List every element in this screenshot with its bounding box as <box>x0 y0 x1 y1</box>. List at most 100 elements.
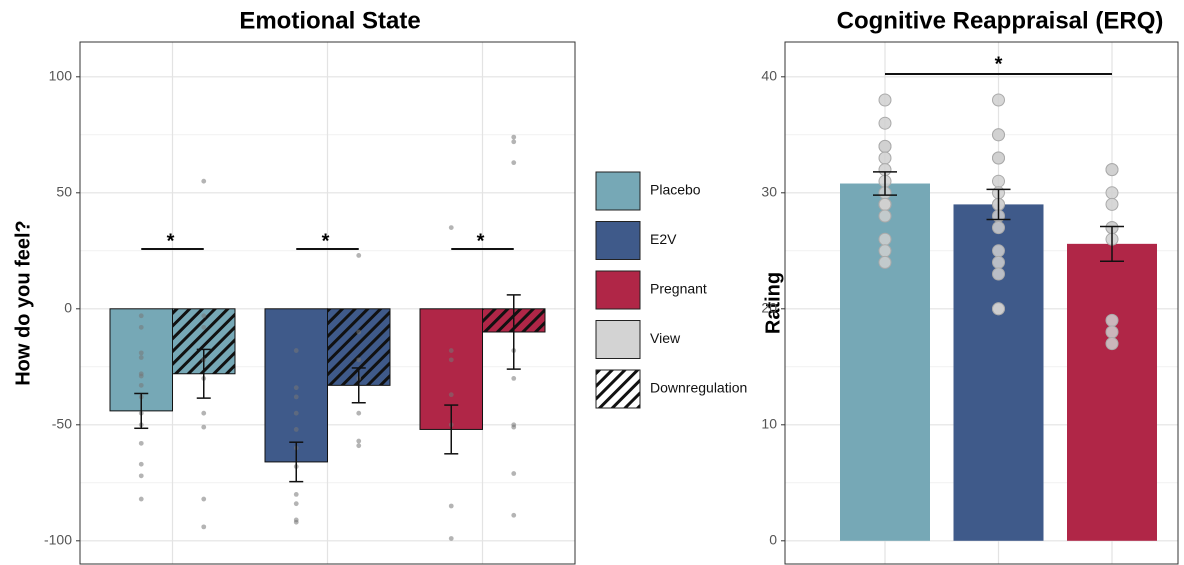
data-point <box>138 350 144 356</box>
data-point <box>293 385 299 391</box>
data-point <box>356 253 362 258</box>
y-tick-label: 100 <box>49 68 73 84</box>
data-point <box>1105 325 1119 339</box>
data-point <box>448 503 454 509</box>
data-point <box>448 392 454 398</box>
data-point <box>448 536 454 541</box>
data-point <box>511 512 517 518</box>
legend-swatch <box>595 171 641 211</box>
data-point <box>878 232 892 246</box>
data-point <box>138 373 144 379</box>
data-point <box>138 382 144 388</box>
data-point <box>511 471 517 476</box>
error-bar <box>289 441 304 483</box>
data-point <box>1105 186 1119 200</box>
y-tick-label: -100 <box>44 532 72 548</box>
y-axis-label: Rating <box>762 272 784 334</box>
error-bar <box>986 188 1011 221</box>
data-point <box>356 357 362 363</box>
data-point <box>201 313 207 319</box>
data-point <box>992 151 1005 165</box>
plot-border <box>79 41 576 565</box>
data-point <box>511 134 517 140</box>
data-point <box>293 410 299 416</box>
legend-swatch <box>595 369 641 409</box>
y-tick-label: 30 <box>761 184 777 200</box>
data-point <box>293 348 299 353</box>
error-bar <box>196 348 211 399</box>
legend-swatch <box>595 320 641 359</box>
error-bar <box>1100 225 1124 262</box>
data-point <box>293 501 299 507</box>
data-point <box>201 424 207 430</box>
data-point <box>356 438 362 444</box>
error-bar <box>444 404 459 455</box>
legend-swatch <box>595 270 641 310</box>
significance-label: * <box>322 230 330 252</box>
bar <box>1067 243 1157 541</box>
y-tick-label: 20 <box>761 300 777 316</box>
data-point <box>356 329 362 335</box>
data-point <box>992 302 1005 316</box>
data-point <box>511 424 517 430</box>
data-point <box>992 267 1005 281</box>
data-point <box>878 197 892 211</box>
data-point <box>878 151 892 165</box>
data-point <box>511 376 517 381</box>
data-point <box>293 519 299 525</box>
data-point <box>878 139 892 153</box>
error-bar <box>134 392 149 430</box>
data-point <box>201 496 207 502</box>
chart-title: Cognitive Reappraisal (ERQ) <box>837 7 1164 34</box>
plot-border <box>784 41 1179 565</box>
data-point <box>448 357 454 363</box>
data-point <box>511 139 517 145</box>
y-axis-label: How do you feel? <box>12 220 34 386</box>
error-bar <box>351 367 366 404</box>
data-point <box>138 355 144 360</box>
data-point <box>448 225 454 231</box>
data-point <box>878 244 892 258</box>
data-point <box>878 93 892 107</box>
data-point <box>138 324 144 330</box>
data-point <box>138 440 144 446</box>
data-point <box>1105 163 1119 177</box>
y-tick-label: -50 <box>52 416 72 432</box>
data-point <box>992 128 1005 142</box>
y-tick-label: 0 <box>769 532 777 548</box>
chart-title: Emotional State <box>239 7 420 34</box>
data-point <box>201 410 207 416</box>
data-point <box>878 255 892 269</box>
error-bar <box>506 294 521 370</box>
data-point <box>201 324 207 330</box>
data-point <box>448 348 454 353</box>
significance-label: * <box>995 53 1003 75</box>
data-point <box>992 244 1005 258</box>
legend-swatch <box>595 221 641 260</box>
data-point <box>992 221 1005 235</box>
data-point <box>1105 337 1119 351</box>
data-point <box>293 394 299 400</box>
data-point <box>138 313 144 319</box>
y-tick-label: 50 <box>56 184 72 200</box>
data-point <box>293 492 299 497</box>
error-bar <box>873 171 897 196</box>
data-point <box>1105 313 1119 327</box>
data-point <box>878 209 892 223</box>
y-tick-label: 10 <box>761 416 777 432</box>
legend-label: Pregnant <box>650 281 707 297</box>
significance-label: * <box>477 230 485 252</box>
legend-label: E2V <box>650 231 677 247</box>
data-point <box>878 116 892 130</box>
y-tick-label: 0 <box>64 300 72 316</box>
data-point <box>992 255 1005 269</box>
data-point <box>511 160 517 166</box>
legend-label: View <box>650 330 681 346</box>
data-point <box>138 473 144 479</box>
legend-label: Downregulation <box>650 380 747 396</box>
y-tick-label: 40 <box>761 68 777 84</box>
data-point <box>1105 197 1119 211</box>
data-point <box>992 174 1005 188</box>
data-point <box>138 461 144 467</box>
